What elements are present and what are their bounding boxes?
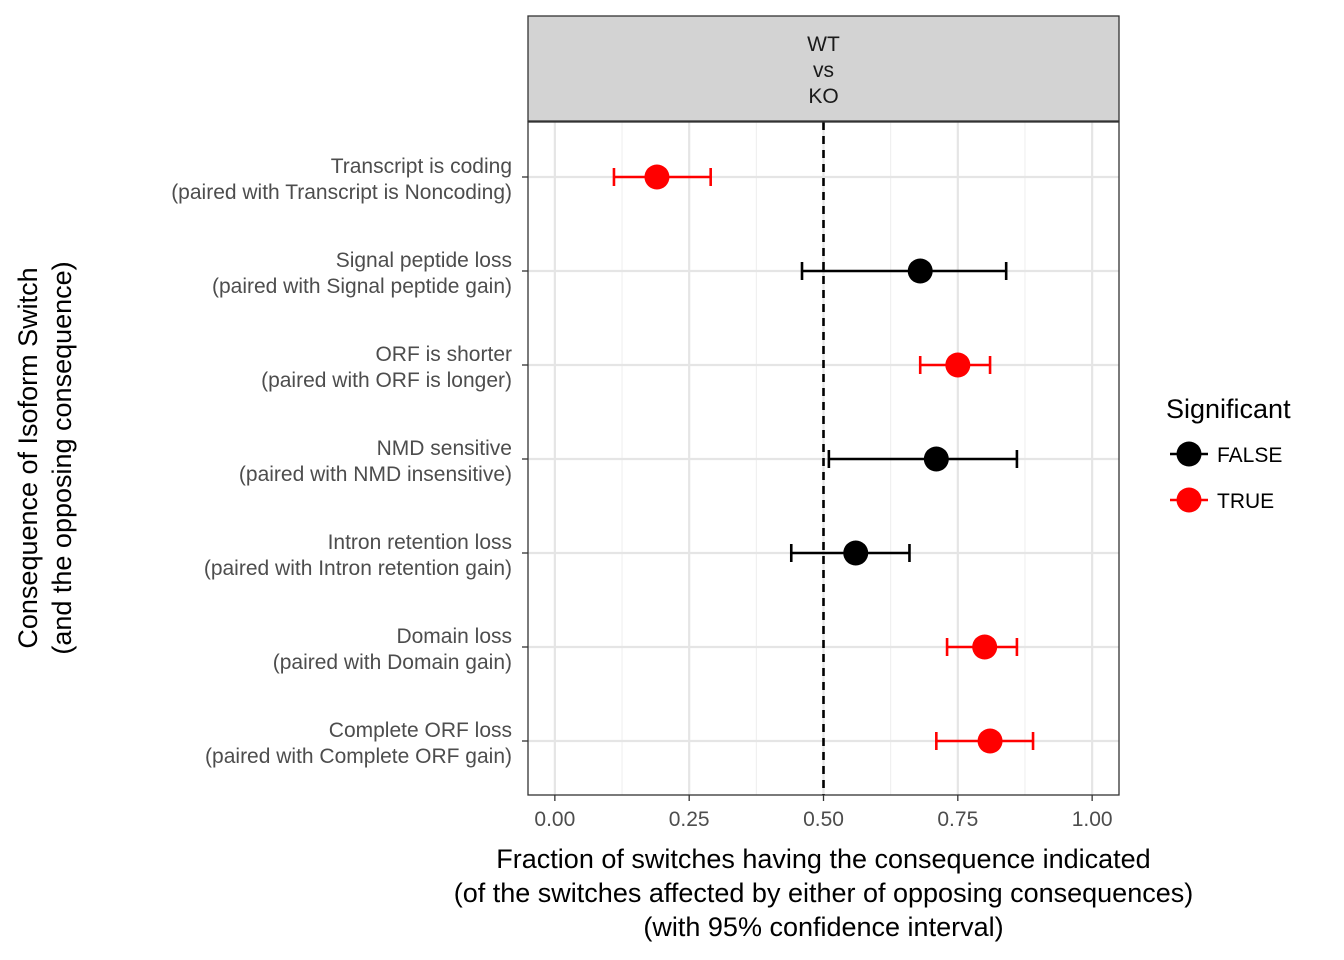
y-tick-label: Transcript is coding [331, 155, 512, 178]
y-tick-label: Domain loss [396, 625, 512, 648]
y-tick-label: ORF is shorter [375, 343, 512, 366]
facet-label-line-3: KO [808, 85, 838, 108]
y-axis-title: Consequence of Isoform Switch (and the o… [13, 261, 77, 654]
y-tick-label-paired: (paired with Complete ORF gain) [205, 745, 512, 768]
y-axis-title-line-2: (and the opposing consequence) [47, 261, 77, 654]
data-point [907, 258, 933, 284]
y-axis: Transcript is coding (paired with Transcr… [171, 155, 528, 768]
legend-label-true: TRUE [1217, 490, 1274, 513]
y-tick-label-paired: (paired with ORF is longer) [261, 369, 512, 392]
legend: Significant FALSE TRUE [1166, 394, 1291, 513]
legend-key-point-true [1176, 487, 1202, 513]
data-point [977, 728, 1003, 754]
x-tick-label: 0.75 [937, 808, 978, 831]
legend-key-point-false [1176, 441, 1202, 467]
error-bar [827, 450, 1019, 468]
x-axis-title: Fraction of switches having the conseque… [454, 844, 1193, 942]
x-tick-label: 0.00 [534, 808, 575, 831]
x-axis-title-line-1: Fraction of switches having the conseque… [496, 844, 1150, 874]
data-point [945, 352, 971, 378]
data-point [972, 634, 998, 660]
y-tick-label: NMD sensitive [377, 437, 512, 460]
data-points [644, 164, 1003, 754]
y-tick-label-paired: (paired with Domain gain) [273, 651, 512, 674]
facet-strip [527, 15, 1120, 122]
y-tick-label-paired: (paired with Intron retention gain) [204, 557, 512, 580]
x-tick-label: 0.50 [803, 808, 844, 831]
y-tick-label: Complete ORF loss [329, 719, 512, 742]
facet-label-line-2: vs [813, 59, 834, 82]
y-tick-label: Intron retention loss [328, 531, 512, 554]
x-tick-label: 1.00 [1072, 808, 1113, 831]
facet-label-line-1: WT [807, 33, 840, 56]
y-tick-label: Signal peptide loss [336, 249, 512, 272]
x-axis: 0.00 0.25 0.50 0.75 1.00 [534, 795, 1113, 831]
x-axis-title-line-2: (of the switches affected by either of o… [454, 878, 1193, 908]
data-point [644, 164, 670, 190]
y-axis-title-line-1: Consequence of Isoform Switch [13, 267, 43, 648]
x-axis-title-line-3: (with 95% confidence interval) [643, 912, 1003, 942]
legend-entry-false: FALSE [1170, 441, 1282, 467]
error-bar [800, 262, 1008, 280]
legend-title: Significant [1166, 394, 1291, 424]
legend-entry-true: TRUE [1170, 487, 1274, 513]
x-tick-label: 0.25 [669, 808, 710, 831]
facet-label-group: WT vs KO [807, 33, 840, 108]
y-tick-label-paired: (paired with NMD insensitive) [239, 463, 512, 486]
data-point [923, 446, 949, 472]
data-point [843, 540, 869, 566]
legend-label-false: FALSE [1217, 444, 1282, 467]
y-tick-label-paired: (paired with Transcript is Noncoding) [171, 181, 512, 204]
y-tick-label-paired: (paired with Signal peptide gain) [212, 275, 512, 298]
